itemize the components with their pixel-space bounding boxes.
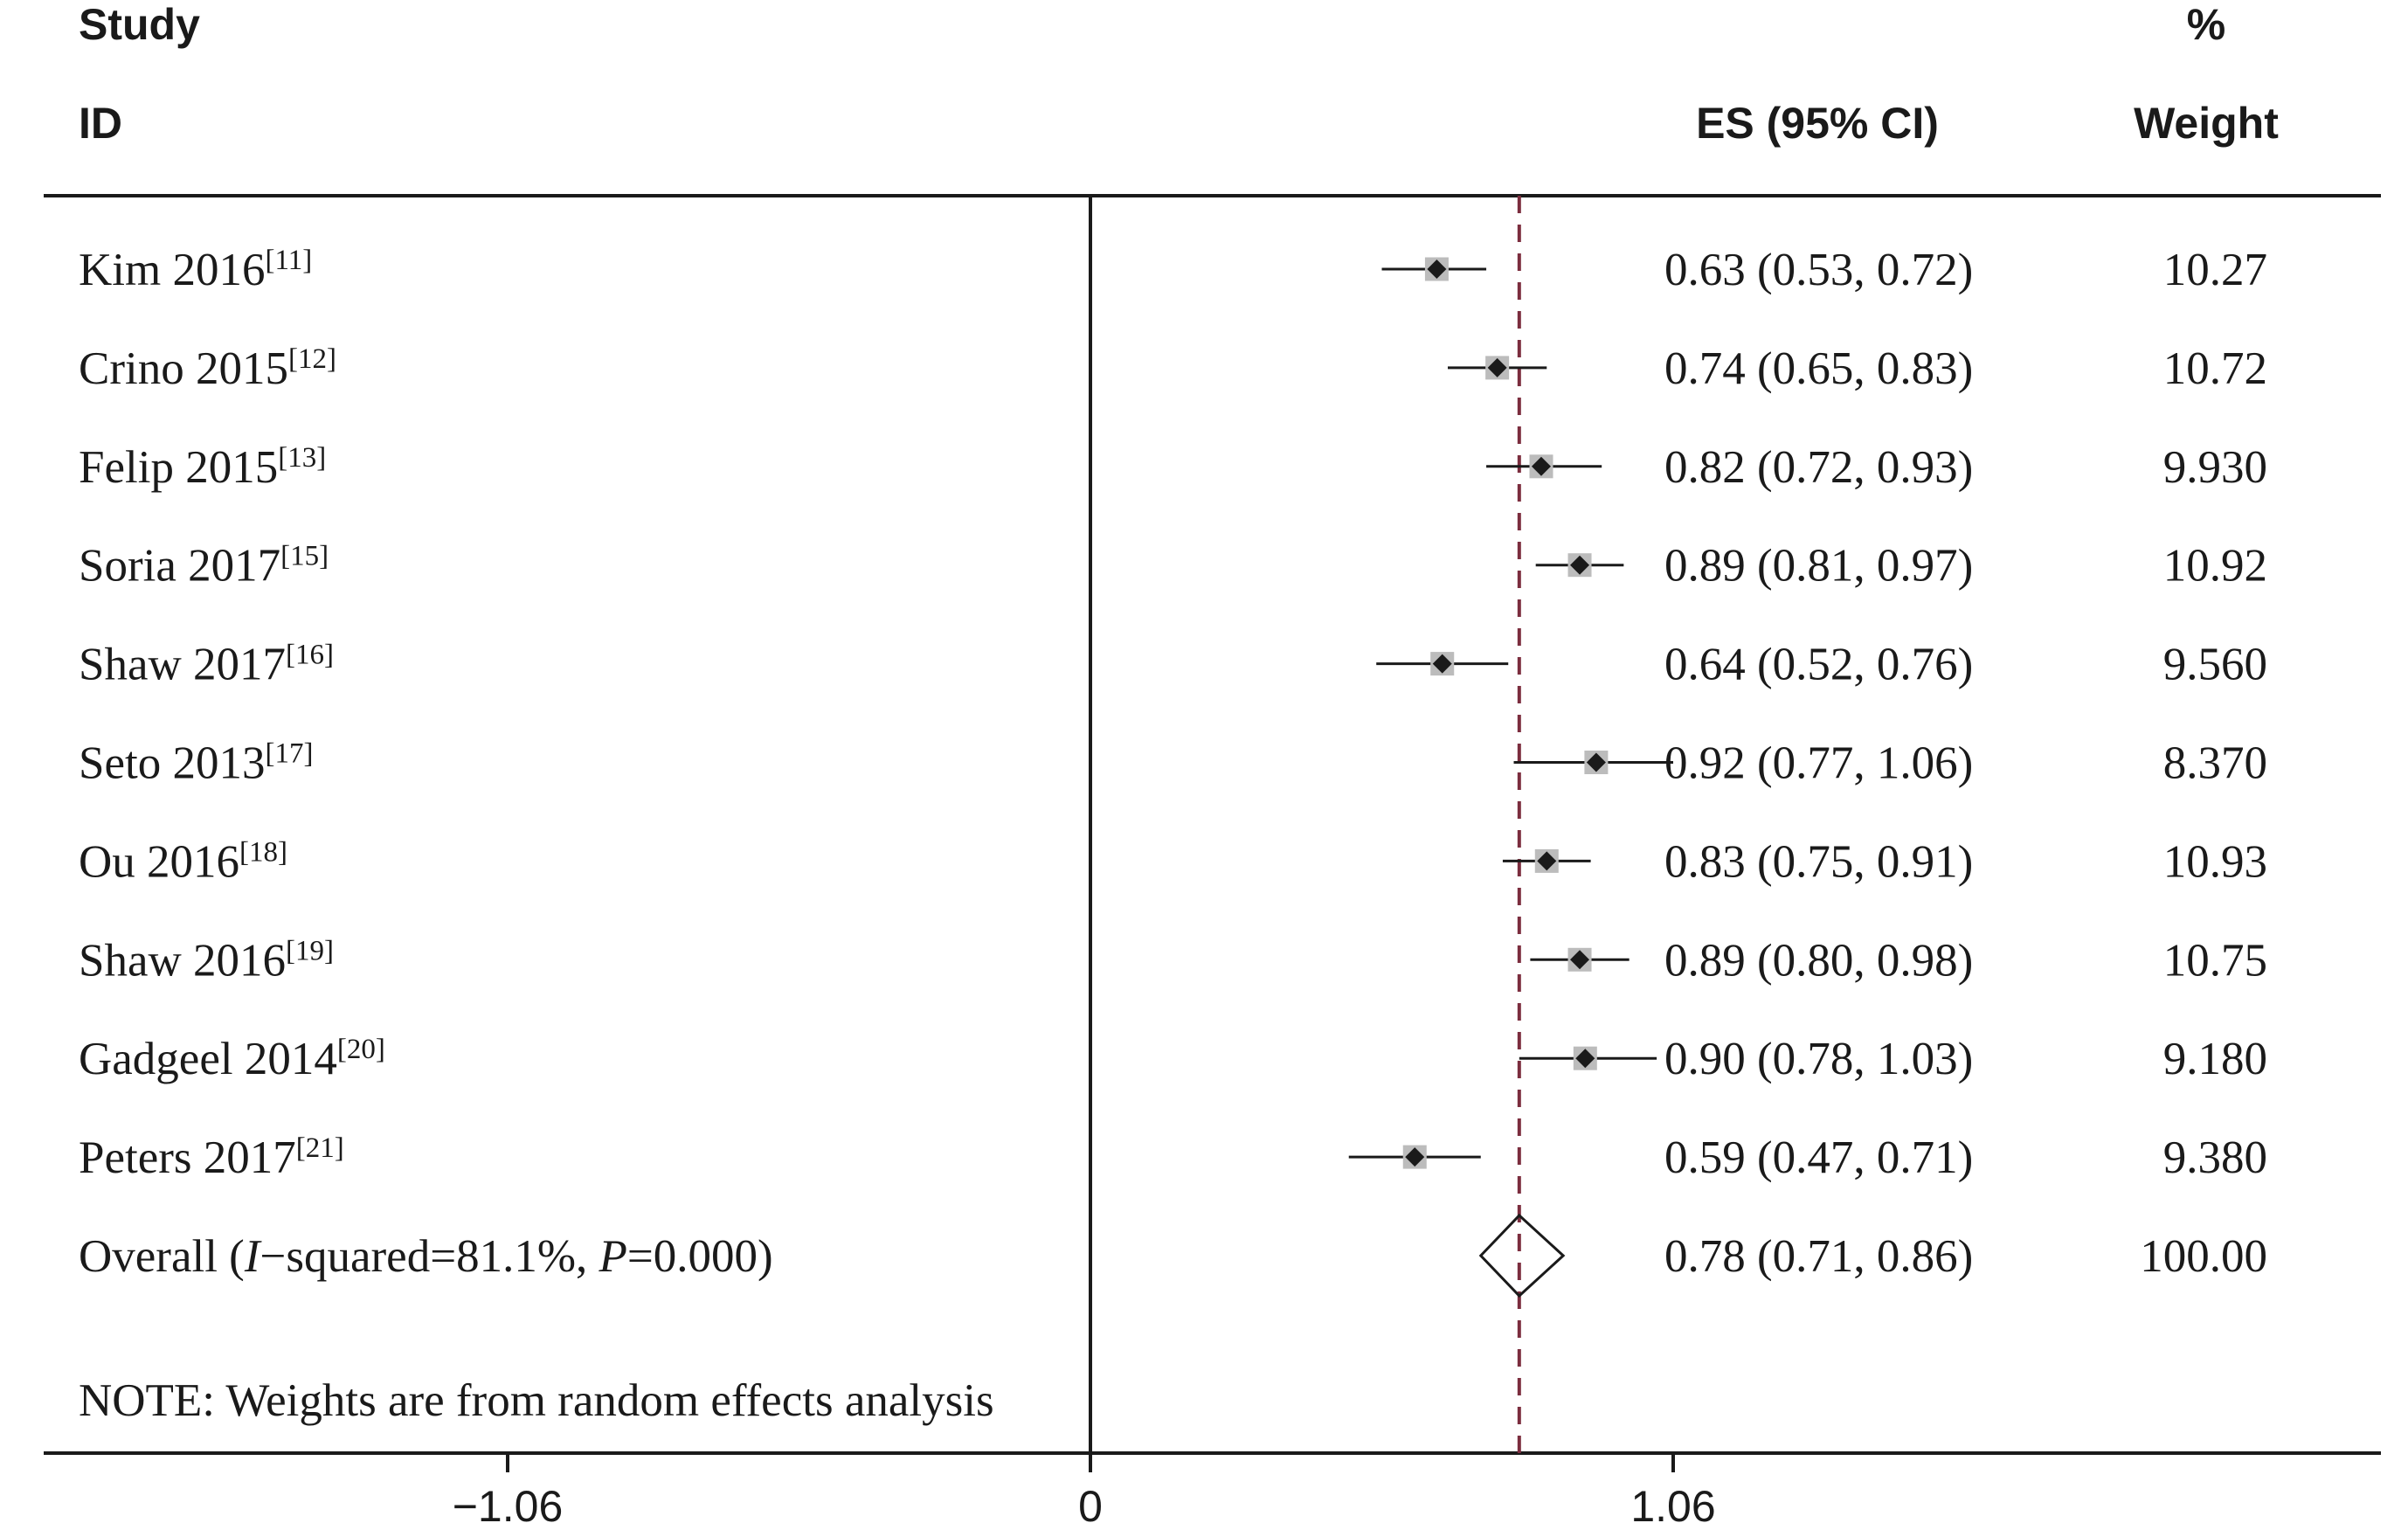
- study-reference: [16]: [286, 640, 334, 671]
- overall-diamond: [1478, 1213, 1566, 1298]
- study-label: Gadgeel 2014[20]: [79, 1034, 385, 1084]
- es-ci-value: 0.92 (0.77, 1.06): [1664, 738, 1973, 789]
- es-ci-value: 0.89 (0.80, 0.98): [1664, 935, 1973, 986]
- study-row: Shaw 2017[16] 0.64 (0.52, 0.76) 9.560: [79, 640, 2267, 690]
- weight-value: 9.180: [2163, 1034, 2267, 1084]
- header-study: Study: [79, 0, 200, 49]
- overall-row: Overall (I−squared=81.1%, P=0.000) 0.78 (…: [79, 1213, 2267, 1298]
- point-estimate: [1570, 555, 1590, 575]
- es-ci-value: 0.90 (0.78, 1.03): [1664, 1034, 1973, 1084]
- study-rows: Kim 2016[11] 0.63 (0.53, 0.72) 10.27 Crino …: [79, 245, 2267, 1183]
- overall-label-i2-symbol: I: [244, 1231, 262, 1282]
- overall-label-p-text: =0.000): [627, 1231, 773, 1282]
- header-id: ID: [79, 99, 122, 148]
- study-label: Soria 2017[15]: [79, 541, 329, 592]
- weight-value: 8.370: [2163, 738, 2267, 789]
- study-name: Ou 2016: [79, 836, 239, 887]
- weight-value: 9.560: [2163, 640, 2267, 690]
- es-ci-value: 0.83 (0.75, 0.91): [1664, 836, 1973, 887]
- study-name: Gadgeel 2014: [79, 1034, 337, 1084]
- study-reference: [15]: [280, 541, 329, 572]
- study-row: Peters 2017[21] 0.59 (0.47, 0.71) 9.380: [79, 1132, 2267, 1183]
- overall-label: Overall (I−squared=81.1%, P=0.000): [79, 1231, 773, 1282]
- weight-value: 10.92: [2163, 541, 2267, 592]
- study-name: Peters 2017: [79, 1132, 296, 1183]
- study-label: Seto 2013[17]: [79, 738, 313, 789]
- weight-value: 10.75: [2163, 935, 2267, 986]
- study-label: Shaw 2016[19]: [79, 935, 334, 986]
- es-ci-value: 0.64 (0.52, 0.76): [1664, 640, 1973, 690]
- es-ci-value: 0.63 (0.53, 0.72): [1664, 245, 1973, 295]
- study-row: Ou 2016[18] 0.83 (0.75, 0.91) 10.93: [79, 836, 2267, 887]
- header-es-ci: ES (95% CI): [1696, 99, 1939, 148]
- study-row: Shaw 2016[19] 0.89 (0.80, 0.98) 10.75: [79, 935, 2267, 986]
- study-name: Shaw 2017: [79, 640, 286, 690]
- point-estimate: [1537, 851, 1557, 871]
- study-reference: [11]: [265, 245, 312, 276]
- weights-note: NOTE: Weights are from random effects an…: [79, 1375, 994, 1426]
- study-reference: [13]: [278, 442, 326, 474]
- overall-label-p-symbol: P: [599, 1231, 627, 1282]
- study-name: Felip 2015: [79, 442, 278, 493]
- study-reference: [17]: [265, 738, 313, 770]
- study-reference: [12]: [288, 343, 336, 375]
- study-name: Crino 2015: [79, 343, 288, 394]
- point-estimate: [1586, 752, 1606, 772]
- header-percent: %: [2187, 0, 2225, 49]
- study-name: Shaw 2016: [79, 935, 286, 986]
- point-estimate: [1487, 357, 1507, 377]
- x-axis-ticks: −1.06 0 1.06: [453, 1453, 1716, 1530]
- study-row: Kim 2016[11] 0.63 (0.53, 0.72) 10.27: [79, 245, 2267, 295]
- point-estimate: [1531, 456, 1551, 476]
- weight-value: 10.27: [2163, 245, 2267, 295]
- weight-value: 9.930: [2163, 442, 2267, 493]
- header-weight: Weight: [2134, 99, 2279, 148]
- point-estimate: [1575, 1049, 1595, 1069]
- study-label: Kim 2016[11]: [79, 245, 312, 295]
- study-name: Seto 2013: [79, 738, 265, 789]
- study-reference: [21]: [296, 1132, 344, 1164]
- study-name: Soria 2017: [79, 541, 280, 592]
- es-ci-value: 0.89 (0.81, 0.97): [1664, 541, 1973, 592]
- overall-label-i2-text: −squared=81.1%,: [259, 1231, 599, 1282]
- weight-value: 10.72: [2163, 343, 2267, 394]
- es-ci-value: 0.74 (0.65, 0.83): [1664, 343, 1973, 394]
- study-row: Seto 2013[17] 0.92 (0.77, 1.06) 8.370: [79, 738, 2267, 789]
- point-estimate: [1432, 654, 1452, 674]
- study-reference: [18]: [239, 836, 287, 868]
- study-label: Felip 2015[13]: [79, 442, 326, 493]
- x-tick-label: −1.06: [453, 1482, 564, 1530]
- study-row: Felip 2015[13] 0.82 (0.72, 0.93) 9.930: [79, 442, 2267, 493]
- study-name: Kim 2016: [79, 245, 265, 295]
- es-ci-value: 0.82 (0.72, 0.93): [1664, 442, 1973, 493]
- study-row: Gadgeel 2014[20] 0.90 (0.78, 1.03) 9.180: [79, 1034, 2267, 1084]
- es-ci-value: 0.59 (0.47, 0.71): [1664, 1132, 1973, 1183]
- point-estimate: [1570, 950, 1590, 970]
- study-row: Crino 2015[12] 0.74 (0.65, 0.83) 10.72: [79, 343, 2267, 394]
- point-estimate: [1427, 260, 1447, 279]
- study-row: Soria 2017[15] 0.89 (0.81, 0.97) 10.92: [79, 541, 2267, 592]
- overall-weight-value: 100.00: [2140, 1231, 2267, 1282]
- weight-value: 10.93: [2163, 836, 2267, 887]
- x-tick-label: 0: [1078, 1482, 1103, 1530]
- point-estimate: [1405, 1147, 1425, 1167]
- study-label: Crino 2015[12]: [79, 343, 336, 394]
- study-label: Peters 2017[21]: [79, 1132, 344, 1183]
- x-tick-label: 1.06: [1630, 1482, 1715, 1530]
- weight-value: 9.380: [2163, 1132, 2267, 1183]
- study-reference: [20]: [337, 1034, 385, 1065]
- study-label: Shaw 2017[16]: [79, 640, 334, 690]
- study-label: Ou 2016[18]: [79, 836, 287, 887]
- overall-label-label-prefix: Overall (: [79, 1231, 245, 1282]
- overall-es-ci-value: 0.78 (0.71, 0.86): [1664, 1231, 1973, 1282]
- study-reference: [19]: [286, 935, 334, 966]
